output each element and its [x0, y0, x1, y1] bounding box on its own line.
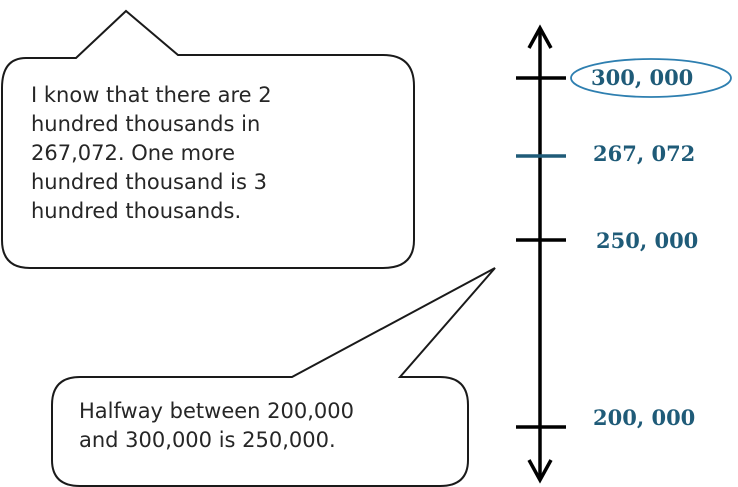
- bubble-top-line: I know that there are 2: [31, 83, 272, 107]
- arrow-up-icon: [527, 24, 553, 49]
- circle-highlight-300000: [570, 58, 732, 98]
- tick-label-250000: 250, 000: [596, 228, 699, 253]
- speech-bubble-bottom: [51, 267, 496, 487]
- arrow-down-icon: [527, 459, 553, 484]
- bubble-bottom-line: and 300,000 is 250,000.: [79, 428, 336, 452]
- bubble-bottom-line: Halfway between 200,000: [79, 399, 354, 423]
- bubble-top-text: I know that there are 2 hundred thousand…: [31, 81, 391, 226]
- bubble-top-line: hundred thousand is 3: [31, 170, 267, 194]
- tick-label-267072: 267, 072: [593, 141, 696, 166]
- bubble-top-line: 267,072. One more: [31, 141, 236, 165]
- tick-label-200000: 200, 000: [593, 405, 696, 430]
- speech-bubble-top: [1, 9, 415, 269]
- bubble-top-line: hundred thousands in: [31, 112, 261, 136]
- bubble-top-line: hundred thousands.: [31, 199, 242, 223]
- bubble-bottom-text: Halfway between 200,000 and 300,000 is 2…: [79, 397, 429, 455]
- tick-label-300000: 300, 000: [591, 65, 694, 90]
